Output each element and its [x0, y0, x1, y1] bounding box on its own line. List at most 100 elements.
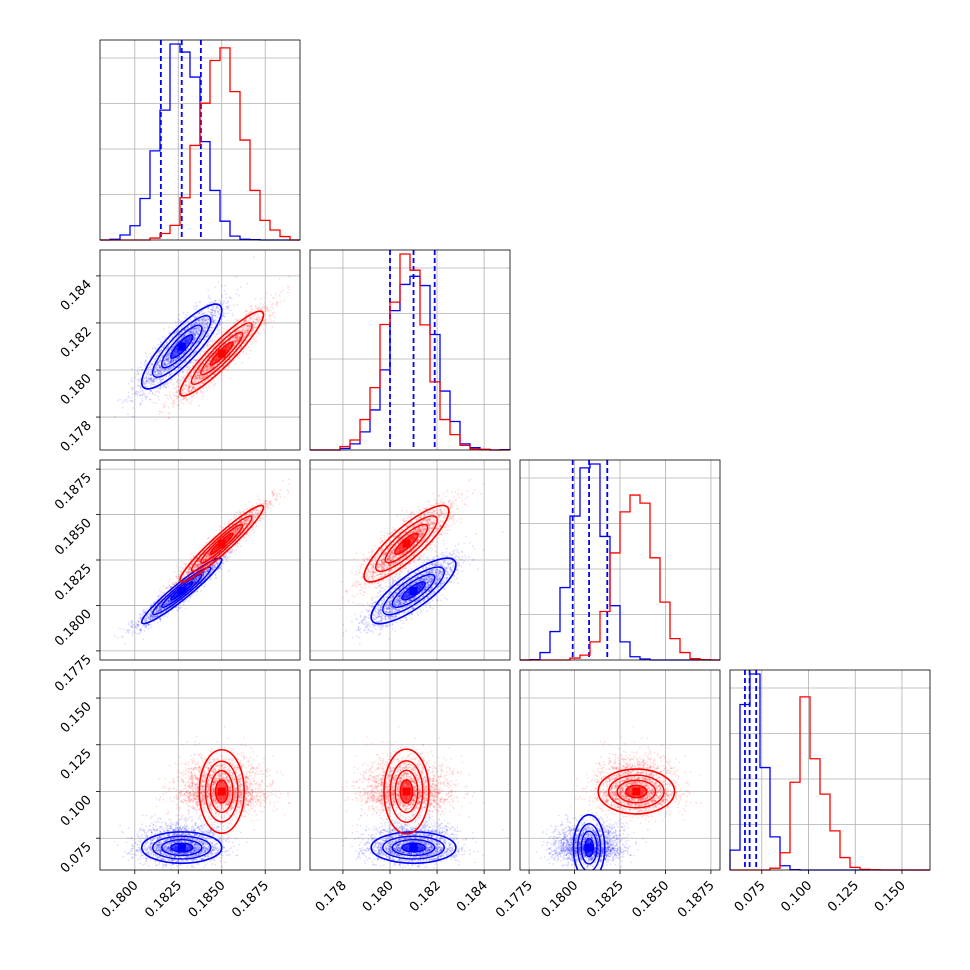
scatter-point	[170, 358, 173, 361]
scatter-point	[193, 333, 196, 336]
scatter-point	[209, 313, 212, 316]
scatter-point	[189, 330, 192, 332]
scatter-point	[152, 379, 154, 382]
scatter-point	[161, 411, 164, 414]
scatter-point	[232, 304, 235, 307]
scatter-point	[210, 316, 213, 319]
scatter-point	[155, 384, 157, 387]
scatter-point	[197, 329, 200, 332]
scatter-point	[224, 312, 227, 315]
scatter-point	[214, 336, 217, 338]
scatter-point	[136, 393, 139, 395]
scatter-point	[232, 314, 234, 317]
scatter-point	[195, 322, 198, 325]
scatter-point	[178, 329, 180, 332]
scatter-point	[157, 373, 160, 376]
scatter-point	[168, 362, 170, 365]
scatter-point	[223, 327, 225, 330]
scatter-point	[267, 321, 270, 324]
scatter-point	[169, 368, 172, 371]
scatter-point	[195, 392, 198, 395]
scatter-point	[219, 302, 222, 304]
scatter-point	[251, 329, 254, 331]
scatter-point	[149, 378, 152, 380]
scatter-point	[178, 400, 181, 402]
scatter-point	[137, 371, 140, 374]
scatter-point	[168, 326, 171, 328]
scatter-point	[165, 387, 168, 389]
scatter-point	[159, 365, 162, 368]
scatter-point	[206, 323, 208, 326]
scatter-point	[154, 371, 157, 373]
scatter-point	[184, 322, 187, 324]
scatter-point	[155, 362, 158, 365]
scatter-point	[188, 368, 191, 370]
scatter-point	[149, 377, 151, 379]
scatter-point	[167, 364, 169, 367]
scatter-point	[278, 278, 281, 280]
scatter-point	[186, 366, 189, 368]
scatter-point	[153, 380, 155, 383]
scatter-point	[188, 358, 191, 361]
scatter-point	[199, 350, 202, 353]
scatter-point	[186, 366, 189, 369]
scatter-point	[212, 379, 215, 382]
scatter-point	[162, 372, 165, 375]
scatter-point	[220, 300, 223, 303]
scatter-point	[148, 380, 150, 383]
scatter-point	[169, 361, 172, 364]
scatter-point	[159, 364, 161, 366]
scatter-point	[199, 301, 202, 304]
scatter-point	[167, 354, 170, 357]
scatter-point	[167, 367, 169, 370]
scatter-point	[193, 339, 196, 341]
scatter-point	[216, 320, 218, 322]
scatter-point	[272, 320, 275, 322]
scatter-point	[157, 370, 159, 373]
scatter-point	[130, 386, 133, 389]
scatter-point	[216, 310, 219, 313]
scatter-point	[170, 397, 173, 400]
scatter-point	[150, 355, 153, 358]
scatter-point	[160, 373, 162, 376]
scatter-point	[194, 334, 197, 337]
scatter-point	[163, 370, 165, 373]
scatter-point	[259, 302, 262, 305]
scatter-point	[152, 378, 155, 380]
scatter-point	[159, 385, 162, 388]
scatter-point	[205, 327, 208, 330]
scatter-point	[170, 359, 173, 362]
scatter-point	[145, 376, 147, 378]
scatter-point	[253, 309, 256, 312]
scatter-point	[221, 285, 223, 287]
scatter-point	[202, 320, 205, 323]
scatter-point	[148, 377, 150, 380]
scatter-point	[213, 319, 215, 321]
scatter-point	[167, 382, 170, 385]
scatter-point	[153, 368, 156, 370]
scatter-point	[267, 310, 270, 312]
scatter-point	[220, 332, 223, 334]
scatter-point	[198, 327, 200, 330]
scatter-point	[195, 330, 198, 332]
scatter-point	[201, 317, 203, 320]
scatter-point	[200, 336, 203, 338]
scatter-point	[283, 299, 286, 302]
scatter-point	[206, 345, 209, 347]
scatter-point	[171, 360, 174, 362]
scatter-point	[193, 334, 196, 336]
scatter-point	[272, 307, 274, 310]
scatter-point	[192, 341, 195, 343]
scatter-point	[135, 373, 138, 376]
scatter-point	[136, 370, 139, 372]
scatter-point	[204, 325, 206, 328]
scatter-point	[175, 358, 178, 360]
scatter-point	[197, 321, 200, 324]
scatter-point	[208, 318, 211, 321]
scatter-point	[158, 351, 161, 353]
scatter-point	[190, 325, 192, 328]
scatter-point	[168, 332, 171, 335]
scatter-point	[162, 386, 165, 389]
scatter-point	[173, 365, 176, 368]
scatter-point	[183, 352, 186, 354]
